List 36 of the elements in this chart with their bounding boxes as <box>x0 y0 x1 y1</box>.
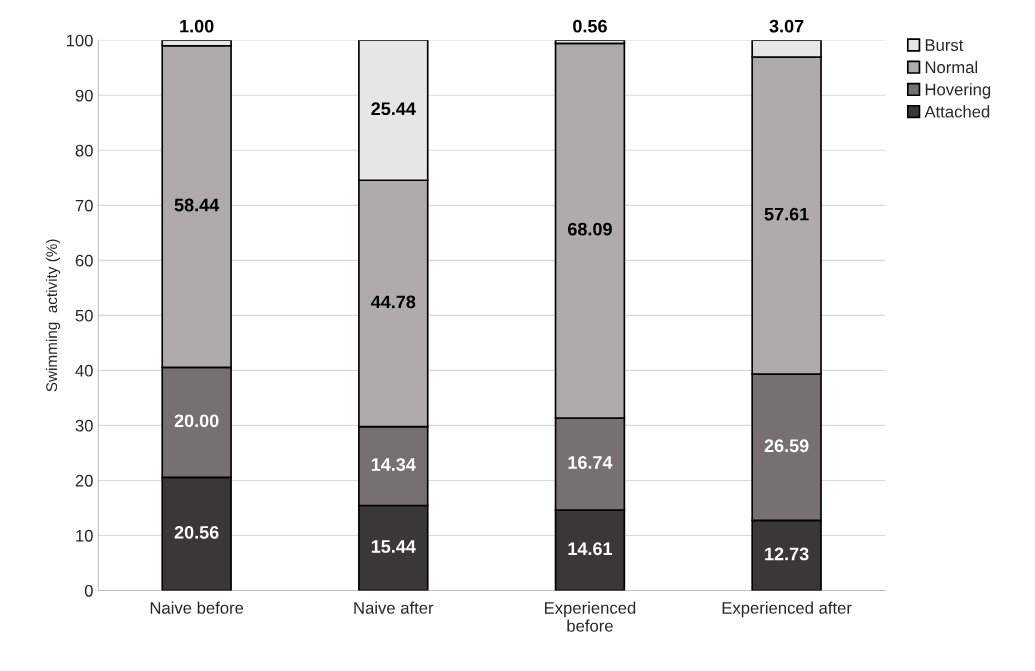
data-label: 20.56 <box>174 525 219 539</box>
data-label: 57.61 <box>764 207 809 221</box>
data-label: 0.56 <box>573 19 607 33</box>
data-label: 58.44 <box>174 198 220 212</box>
x-tick-label: Experienced after <box>722 601 852 618</box>
y-tick-label: 0 <box>84 584 93 597</box>
x-tick-label: Experienced before <box>544 601 636 632</box>
x-tick-label: Naive before <box>150 601 244 614</box>
legend-label: Hovering <box>925 83 991 99</box>
data-label: 44.78 <box>370 295 416 309</box>
data-label: 1.00 <box>180 19 214 33</box>
y-tick-label: 60 <box>75 254 93 267</box>
data-label: 15.44 <box>371 540 416 553</box>
legend-label: Burst <box>925 39 964 51</box>
y-tick-label: 20 <box>75 474 93 487</box>
y-tick-label: 10 <box>76 529 93 542</box>
data-label: 14.61 <box>568 542 613 556</box>
data-label: 26.59 <box>764 439 809 453</box>
data-label: 68.09 <box>568 222 612 236</box>
data-label: 20.00 <box>174 414 219 428</box>
data-label: 3.07 <box>769 19 804 33</box>
data-label: 12.73 <box>765 547 809 561</box>
data-label: 14.34 <box>371 458 416 471</box>
y-tick-label: 40 <box>75 364 93 377</box>
data-label: 25.44 <box>371 102 416 116</box>
y-tick-label: 90 <box>75 89 93 102</box>
y-tick-label: 80 <box>75 144 93 157</box>
y-axis-title: Swimming activity (%) <box>45 239 61 392</box>
data-label: 16.74 <box>568 456 613 469</box>
y-tick-label: 70 <box>75 199 93 212</box>
x-tick-label: Naive after <box>354 601 434 614</box>
legend-label: Normal <box>925 60 978 74</box>
y-tick-label: 30 <box>75 419 93 432</box>
y-tick-label: 50 <box>75 309 93 322</box>
y-tick-label: 100 <box>66 34 93 47</box>
legend-label: Attached <box>924 105 990 118</box>
